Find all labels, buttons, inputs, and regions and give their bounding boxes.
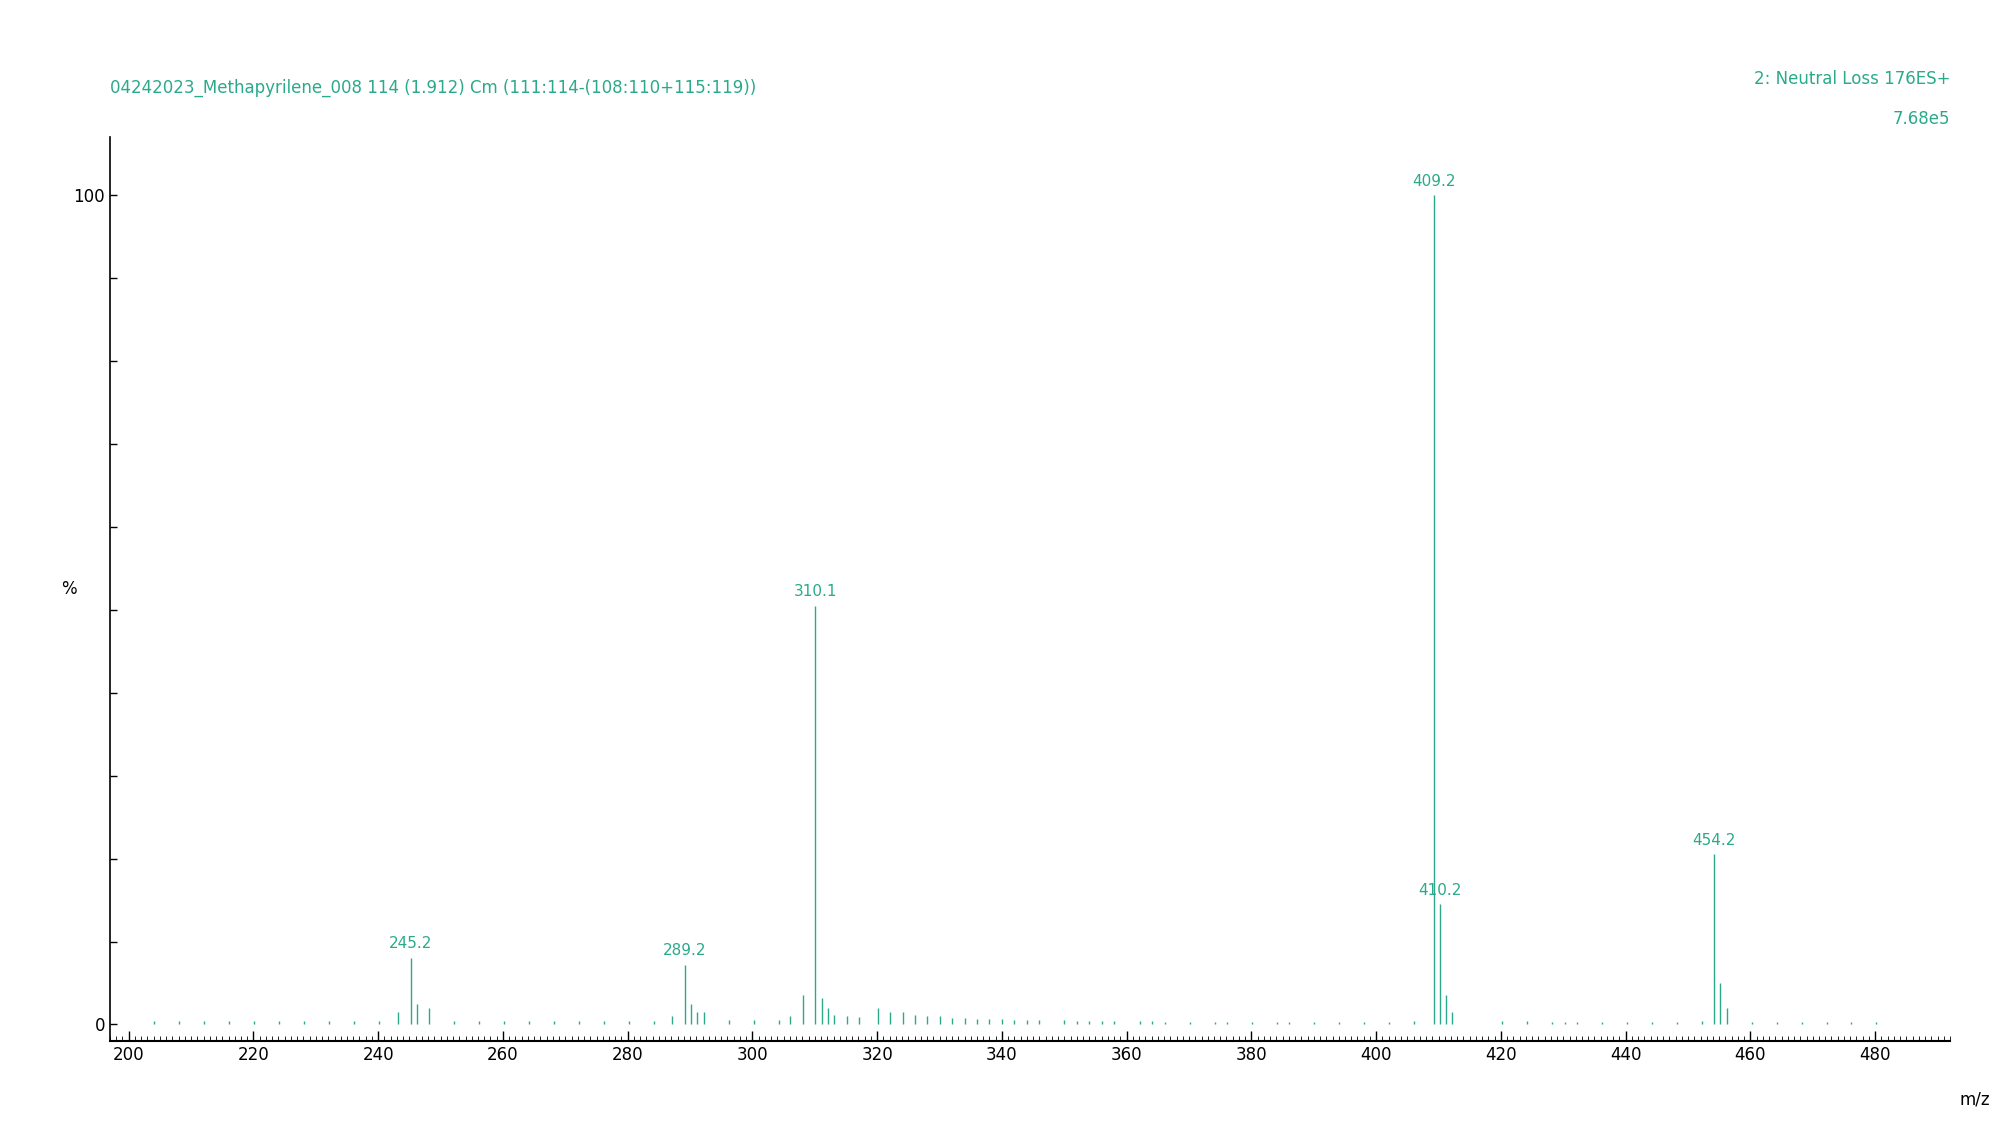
Text: 7.68e5: 7.68e5 — [1892, 110, 1950, 128]
Text: 310.1: 310.1 — [794, 585, 838, 599]
Text: 410.2: 410.2 — [1418, 883, 1462, 898]
Text: %: % — [62, 580, 76, 598]
Text: 245.2: 245.2 — [388, 937, 432, 952]
Text: 454.2: 454.2 — [1692, 833, 1736, 848]
Text: 2: Neutral Loss 176ES+: 2: Neutral Loss 176ES+ — [1754, 70, 1950, 88]
Text: 409.2: 409.2 — [1412, 174, 1456, 189]
Text: 289.2: 289.2 — [664, 943, 706, 959]
Text: m/z: m/z — [1960, 1090, 1990, 1109]
Text: 04242023_Methapyrilene_008 114 (1.912) Cm (111:114-(108:110+115:119)): 04242023_Methapyrilene_008 114 (1.912) C… — [110, 78, 756, 96]
